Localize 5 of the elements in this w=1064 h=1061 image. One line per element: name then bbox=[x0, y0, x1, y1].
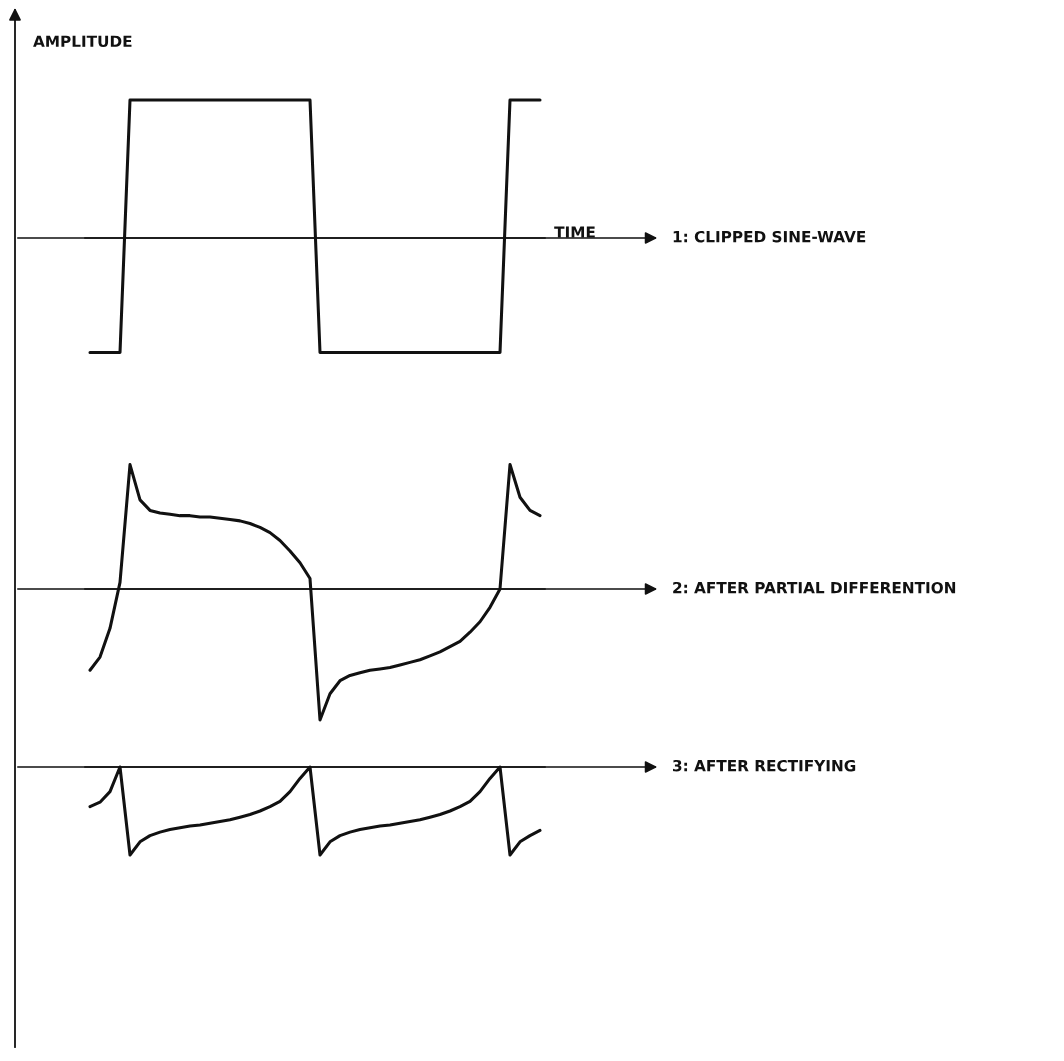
x-axis-title: TIME bbox=[554, 226, 595, 238]
y-axis-title: AMPLITUDE bbox=[33, 35, 132, 48]
legend-label: 3: AFTER RECTIFYING bbox=[673, 759, 856, 772]
legend-label: 1: CLIPPED SINE-WAVE bbox=[673, 230, 866, 243]
legend-label: 2: AFTER PARTIAL DIFFERENTION bbox=[673, 581, 956, 594]
